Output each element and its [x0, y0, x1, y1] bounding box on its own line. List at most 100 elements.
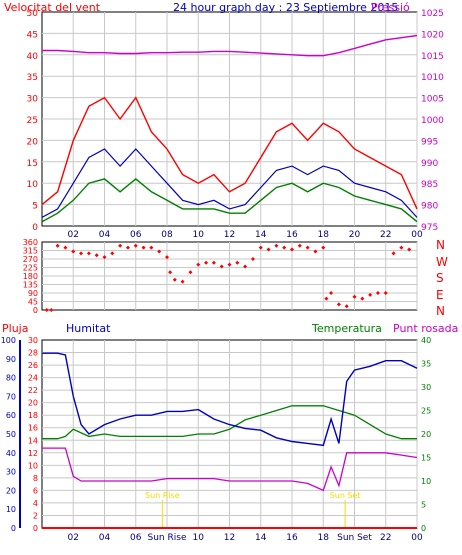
- rain-y-tick-label: 2: [33, 511, 38, 520]
- wind-x-tick-label: 04: [99, 230, 111, 240]
- bottom-x-tick-label: Sun Rise: [148, 533, 187, 543]
- bottom-x-tick-label: 02: [68, 533, 79, 543]
- direction-y-tick-label: 315: [23, 247, 38, 256]
- direction-point: [258, 245, 263, 250]
- direction-point: [250, 257, 255, 261]
- direction-point: [165, 255, 169, 260]
- direction-y-tick-label: 270: [23, 255, 38, 264]
- wind-pressure-chart: 0510152025303540455097598098599099510001…: [27, 9, 445, 240]
- direction-point: [313, 249, 318, 254]
- direction-point: [305, 245, 310, 250]
- sunrise-label: Sun Rise: [145, 491, 180, 500]
- pressure-y-tick-label: 1020: [421, 30, 444, 40]
- humidity-y-tick-label: 90: [6, 355, 16, 364]
- rain-y-tick-label: 26: [28, 361, 38, 370]
- rain-y-tick-label: 22: [28, 386, 38, 395]
- direction-point: [44, 308, 49, 312]
- temperature-y-tick-label: 40: [421, 336, 431, 345]
- pressure-label: Pressió: [371, 1, 410, 14]
- wind-x-tick-label: 14: [255, 230, 267, 240]
- direction-point: [118, 243, 123, 248]
- direction-y-tick-label: 225: [23, 264, 38, 273]
- rain-y-tick-label: 28: [28, 349, 38, 358]
- wind-speed-label: Velocitat del vent: [4, 1, 101, 14]
- wind-x-tick-label: 22: [380, 230, 391, 240]
- direction-y-tick-label: 180: [23, 272, 38, 281]
- direction-point: [344, 304, 349, 309]
- humidity-line: [42, 352, 418, 447]
- direction-point: [368, 292, 373, 297]
- direction-point: [399, 245, 404, 250]
- humidity-y-tick-label: 60: [6, 411, 16, 420]
- direction-y-tick-label: 90: [28, 289, 38, 298]
- humidity-y-tick-label: 100: [1, 336, 16, 345]
- temperature-y-tick-label: 5: [421, 501, 426, 510]
- rain-y-tick-label: 24: [28, 374, 38, 383]
- direction-y-tick-label: 135: [23, 281, 38, 290]
- direction-point: [86, 251, 91, 256]
- direction-point: [157, 249, 162, 254]
- pressure-y-tick-label: 975: [421, 223, 438, 233]
- temperature-y-tick-label: 0: [421, 524, 426, 533]
- direction-point: [55, 243, 60, 248]
- rain-y-tick-label: 30: [28, 336, 38, 345]
- pressure-y-tick-label: 985: [421, 180, 438, 190]
- direction-label-s: S: [436, 271, 444, 285]
- wind-y-tick-label: 30: [27, 95, 39, 105]
- wind-y-tick-label: 10: [27, 180, 39, 190]
- direction-point: [63, 245, 68, 250]
- humidity-y-tick-label: 40: [6, 449, 16, 458]
- direction-point: [204, 260, 209, 265]
- bottom-x-tick-label: 22: [380, 533, 391, 543]
- direction-point: [79, 251, 84, 256]
- direction-point: [352, 294, 357, 299]
- wind-y-tick-label: 45: [27, 30, 38, 40]
- temperature-line: [42, 405, 417, 440]
- direction-point: [227, 262, 232, 267]
- rain-label: Pluja: [2, 322, 28, 335]
- direction-point: [49, 308, 54, 312]
- wind-y-tick-label: 50: [27, 9, 39, 19]
- direction-y-tick-label: 45: [28, 298, 38, 307]
- direction-point: [211, 260, 216, 265]
- wind-x-tick-label: 18: [318, 230, 330, 240]
- pressure-y-tick-label: 990: [421, 159, 438, 169]
- pressure-y-tick-label: 1000: [421, 116, 444, 126]
- wind-x-tick-label: 10: [193, 230, 205, 240]
- direction-point: [243, 264, 248, 269]
- bottom-x-tick-label: 14: [255, 533, 267, 543]
- pressure-y-tick-label: 995: [421, 137, 438, 147]
- graph-title: 24 hour graph day : 23 Septiembre 2015: [173, 1, 398, 14]
- direction-point: [383, 291, 388, 295]
- bottom-x-tick-label: 10: [193, 533, 205, 543]
- wind-y-tick-label: 15: [27, 159, 38, 169]
- direction-point: [94, 253, 99, 258]
- humidity-y-tick-label: 80: [6, 374, 16, 383]
- pressure-line: [42, 34, 418, 57]
- wind-x-tick-label: 06: [130, 230, 142, 240]
- humidity-y-tick-label: 20: [6, 486, 16, 495]
- pressure-y-tick-label: 1025: [421, 9, 444, 19]
- direction-point: [188, 270, 193, 275]
- rain-y-tick-label: 6: [33, 486, 38, 495]
- direction-label-e: E: [436, 288, 444, 302]
- direction-y-tick-label: 0: [33, 306, 38, 315]
- direction-point: [324, 296, 329, 301]
- bottom-x-tick-label: 12: [224, 533, 235, 543]
- pressure-y-tick-label: 1015: [421, 52, 444, 62]
- rain-y-tick-label: 18: [28, 411, 38, 420]
- rain-y-tick-label: 0: [33, 524, 38, 533]
- bottom-x-tick-label: 06: [130, 533, 142, 543]
- pressure-y-tick-label: 1005: [421, 95, 444, 105]
- direction-point: [133, 243, 138, 248]
- direction-point: [168, 270, 173, 275]
- direction-label-n-bottom: N: [436, 304, 445, 318]
- direction-point: [219, 264, 224, 269]
- rain-y-tick-label: 8: [33, 474, 38, 483]
- wind-y-tick-label: 25: [27, 116, 38, 126]
- direction-point: [375, 291, 380, 295]
- sunset-label: Sun Set: [330, 491, 361, 500]
- direction-point: [172, 277, 177, 282]
